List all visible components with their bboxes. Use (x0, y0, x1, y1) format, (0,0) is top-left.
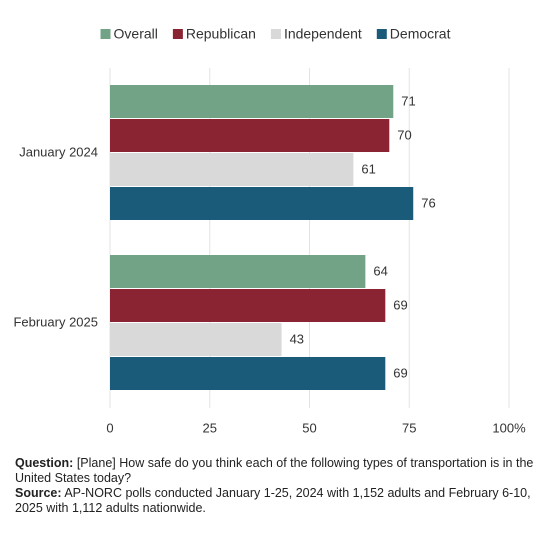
source-text: AP-NORC polls conducted January 1-25, 20… (15, 486, 531, 515)
bar (110, 153, 354, 186)
x-tick-label: 50 (302, 420, 316, 435)
legend-label: Democrat (390, 26, 451, 42)
x-tick-label: 100% (492, 420, 526, 435)
footnote: Question: [Plane] How safe do you think … (15, 456, 537, 516)
bar (110, 85, 394, 118)
y-tick-label: February 2025 (13, 314, 98, 329)
bar (110, 119, 390, 152)
x-tick-label: 0 (106, 420, 113, 435)
legend-label: Independent (284, 26, 362, 42)
value-label: 43 (290, 331, 304, 346)
bar (110, 187, 414, 220)
value-label: 76 (421, 195, 435, 210)
bar (110, 357, 386, 390)
legend-swatch (100, 29, 111, 39)
legend-label: Republican (186, 26, 256, 42)
question-text: [Plane] How safe do you think each of th… (15, 456, 534, 485)
question: Question: [Plane] How safe do you think … (15, 456, 537, 486)
source-label: Source: (15, 486, 62, 500)
x-tick-label: 75 (402, 420, 416, 435)
bar (110, 255, 366, 288)
source: Source: AP-NORC polls conducted January … (15, 486, 537, 516)
legend-swatch (270, 29, 281, 39)
bar (110, 323, 282, 356)
x-tick-label: 25 (203, 420, 217, 435)
value-label: 70 (397, 127, 411, 142)
value-label: 61 (361, 161, 375, 176)
chart: 0 25 50 75 100% Overall Republican Independent D… (13, 26, 526, 436)
y-tick-label: January 2024 (19, 144, 98, 159)
bar (110, 289, 386, 322)
legend-label: Overall (114, 26, 158, 42)
value-label: 64 (373, 263, 387, 278)
legend-swatch (172, 29, 183, 39)
value-label: 69 (393, 365, 407, 380)
question-label: Question: (15, 456, 74, 470)
legend-swatch (376, 29, 387, 39)
value-label: 69 (393, 297, 407, 312)
value-label: 71 (401, 93, 415, 108)
